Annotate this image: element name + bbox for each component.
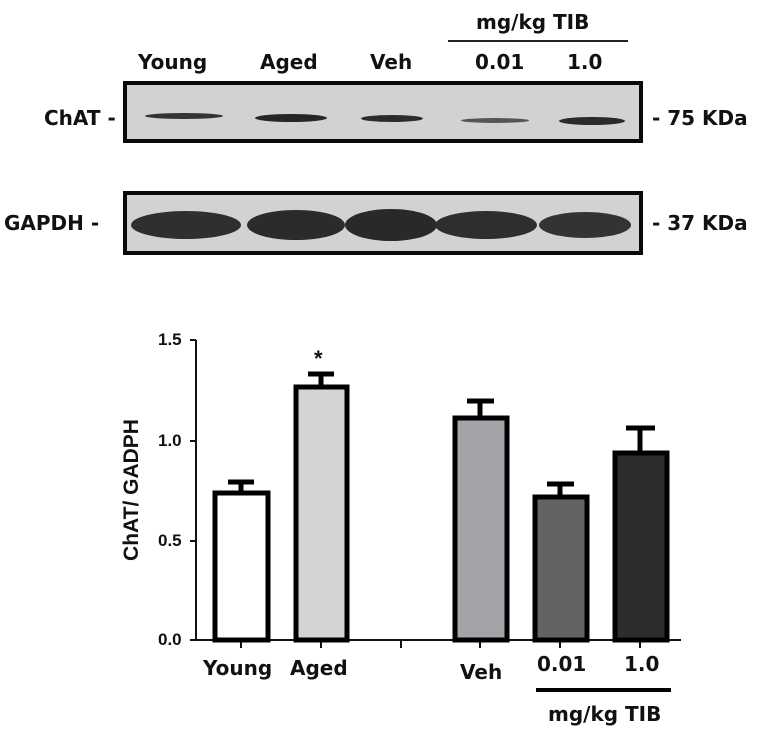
ytick-0.0: 0.0 (158, 630, 182, 649)
gapdh-band-veh (345, 209, 437, 241)
chat-band-veh (361, 115, 423, 122)
gapdh-band-0.01 (435, 211, 537, 239)
ytick-1.5: 1.5 (158, 330, 182, 349)
bar-aged (293, 371, 350, 643)
chat-band-aged (255, 114, 327, 122)
dose-group-line (448, 40, 628, 42)
protein-label-gapdh: GAPDH - (4, 211, 100, 235)
y-axis (190, 339, 197, 641)
gapdh-band-1.0 (539, 212, 631, 238)
xtick-young: Young (203, 656, 273, 680)
lane-label-young: Young (138, 50, 208, 74)
lane-label-aged: Aged (260, 50, 318, 74)
dose-group-axis-label: mg/kg TIB (548, 702, 662, 726)
marker-37kda: - 37 KDa (652, 211, 748, 235)
xtick-0.01: 0.01 (537, 652, 587, 676)
lane-label-1.0: 1.0 (567, 50, 603, 74)
chat-band-0.01 (461, 118, 529, 123)
protein-label-chat: ChAT - (44, 106, 116, 130)
chat-blot (123, 81, 643, 143)
marker-75kda: - 75 KDa (652, 106, 748, 130)
gapdh-band-young (131, 211, 241, 239)
chat-band-young (145, 113, 223, 119)
lane-label-0.01: 0.01 (475, 50, 525, 74)
chat-band-1.0 (559, 117, 625, 125)
ytick-1.0: 1.0 (158, 431, 182, 450)
ytick-0.5: 0.5 (158, 531, 182, 550)
xtick-1.0: 1.0 (624, 652, 660, 676)
xtick-aged: Aged (290, 656, 348, 680)
bar-veh (452, 398, 510, 643)
bar-young (212, 479, 271, 643)
bar-0.01 (532, 481, 590, 643)
bar-1.0 (612, 425, 670, 643)
gapdh-band-aged (247, 210, 345, 240)
significance-star: * (314, 346, 323, 371)
gapdh-blot (123, 191, 643, 255)
xtick-veh: Veh (460, 660, 503, 684)
lane-label-veh: Veh (370, 50, 413, 74)
dose-group-label: mg/kg TIB (476, 10, 590, 34)
